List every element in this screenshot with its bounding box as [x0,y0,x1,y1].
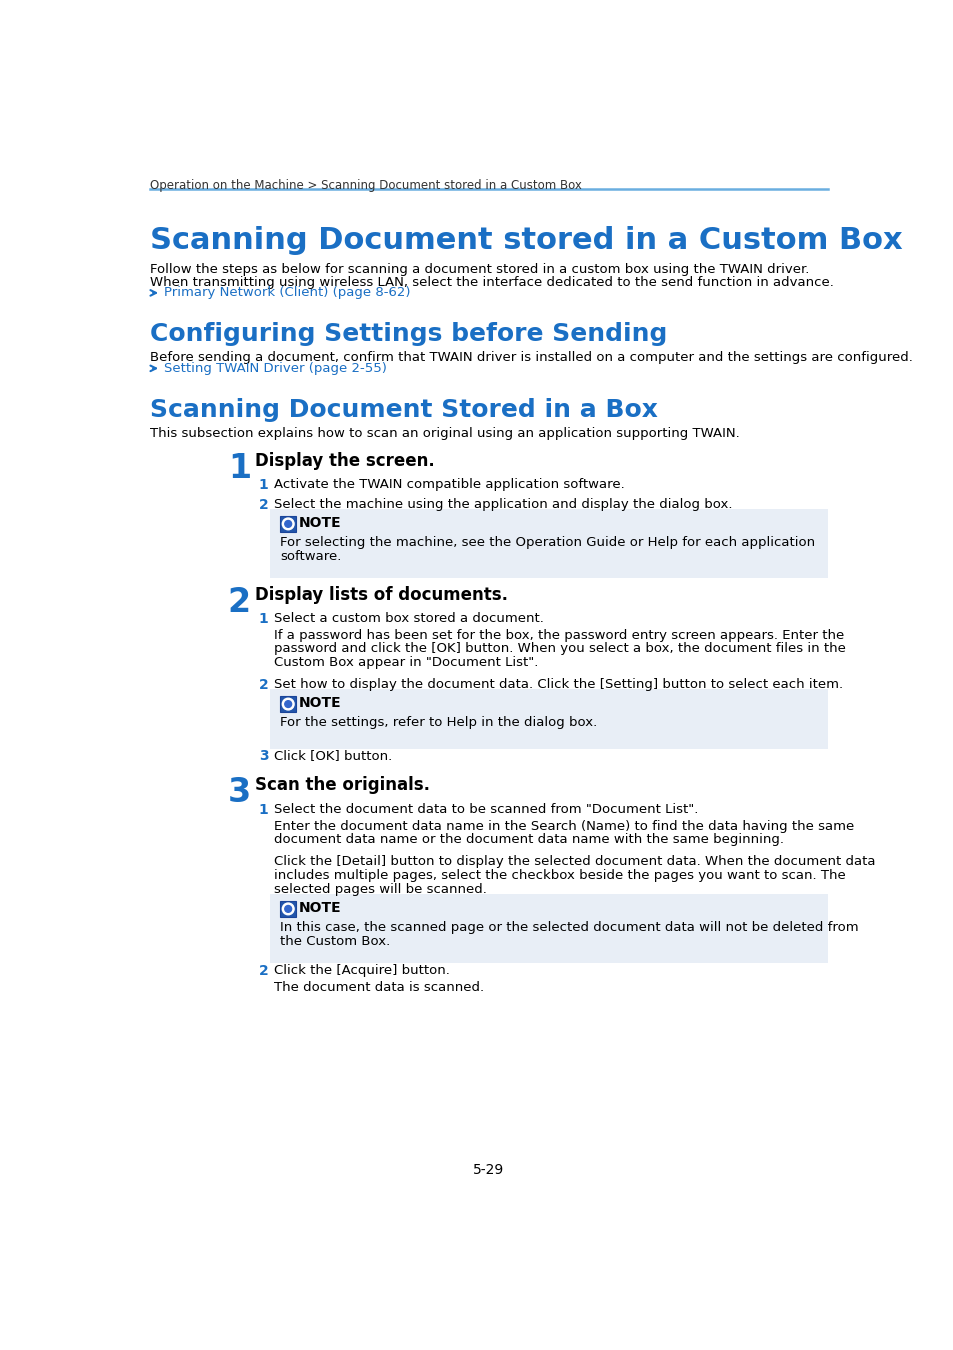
FancyBboxPatch shape [270,688,827,749]
Text: Operation on the Machine > Scanning Document stored in a Custom Box: Operation on the Machine > Scanning Docu… [150,180,581,192]
Text: Click [OK] button.: Click [OK] button. [274,749,392,761]
Circle shape [282,698,294,710]
Text: the Custom Box.: the Custom Box. [280,936,391,948]
Text: In this case, the scanned page or the selected document data will not be deleted: In this case, the scanned page or the se… [280,921,858,934]
Circle shape [285,521,292,528]
Text: This subsection explains how to scan an original using an application supporting: This subsection explains how to scan an … [150,427,740,440]
Text: software.: software. [280,549,341,563]
Text: Set how to display the document data. Click the [Setting] button to select each : Set how to display the document data. Cl… [274,678,842,691]
Text: includes multiple pages, select the checkbox beside the pages you want to scan. : includes multiple pages, select the chec… [274,869,845,882]
Text: Click the [Acquire] button.: Click the [Acquire] button. [274,964,450,977]
Text: Scan the originals.: Scan the originals. [254,776,430,794]
Text: 3: 3 [258,749,268,763]
Text: Scanning Document Stored in a Box: Scanning Document Stored in a Box [150,398,658,421]
Text: 2: 2 [228,586,251,618]
Text: Custom Box appear in "Document List".: Custom Box appear in "Document List". [274,656,538,670]
Text: Display lists of documents.: Display lists of documents. [254,586,507,603]
Text: Before sending a document, confirm that TWAIN driver is installed on a computer : Before sending a document, confirm that … [150,351,912,364]
FancyBboxPatch shape [280,516,295,532]
Text: 2: 2 [258,678,268,693]
Text: 1: 1 [228,451,251,485]
FancyBboxPatch shape [280,697,295,711]
Text: Activate the TWAIN compatible application software.: Activate the TWAIN compatible applicatio… [274,478,624,490]
Circle shape [285,701,292,707]
Text: NOTE: NOTE [298,697,341,710]
Circle shape [282,903,294,915]
Text: Primary Network (Client) (page 8-62): Primary Network (Client) (page 8-62) [164,286,411,300]
Text: For the settings, refer to Help in the dialog box.: For the settings, refer to Help in the d… [280,717,598,729]
Text: Select the machine using the application and display the dialog box.: Select the machine using the application… [274,498,732,510]
Text: When transmitting using wireless LAN, select the interface dedicated to the send: When transmitting using wireless LAN, se… [150,275,833,289]
Text: Scanning Document stored in a Custom Box: Scanning Document stored in a Custom Box [150,225,902,255]
Text: 1: 1 [258,478,268,491]
Text: 5-29: 5-29 [473,1162,504,1177]
Circle shape [285,906,292,913]
Text: 3: 3 [228,776,251,810]
Text: Enter the document data name in the Search (Name) to find the data having the sa: Enter the document data name in the Sear… [274,819,854,833]
Text: Select the document data to be scanned from "Document List".: Select the document data to be scanned f… [274,803,698,815]
Text: Follow the steps as below for scanning a document stored in a custom box using t: Follow the steps as below for scanning a… [150,263,809,275]
Text: 2: 2 [258,964,268,979]
Text: document data name or the document data name with the same beginning.: document data name or the document data … [274,833,783,846]
FancyBboxPatch shape [280,902,295,917]
Text: 1: 1 [258,612,268,625]
Text: Click the [Detail] button to display the selected document data. When the docume: Click the [Detail] button to display the… [274,855,875,868]
Text: Configuring Settings before Sending: Configuring Settings before Sending [150,323,667,346]
Text: 2: 2 [258,498,268,512]
Text: NOTE: NOTE [298,902,341,915]
Text: If a password has been set for the box, the password entry screen appears. Enter: If a password has been set for the box, … [274,629,843,641]
Text: Display the screen.: Display the screen. [254,451,435,470]
Text: For selecting the machine, see the Operation Guide or Help for each application: For selecting the machine, see the Opera… [280,536,815,549]
FancyBboxPatch shape [270,894,827,963]
Text: NOTE: NOTE [298,516,341,531]
Text: 1: 1 [258,803,268,817]
Text: password and click the [OK] button. When you select a box, the document files in: password and click the [OK] button. When… [274,643,845,656]
FancyBboxPatch shape [270,509,827,578]
Circle shape [282,518,294,529]
Text: Select a custom box stored a document.: Select a custom box stored a document. [274,612,543,625]
Text: The document data is scanned.: The document data is scanned. [274,981,484,995]
Text: Setting TWAIN Driver (page 2-55): Setting TWAIN Driver (page 2-55) [164,362,387,375]
Text: selected pages will be scanned.: selected pages will be scanned. [274,883,487,895]
